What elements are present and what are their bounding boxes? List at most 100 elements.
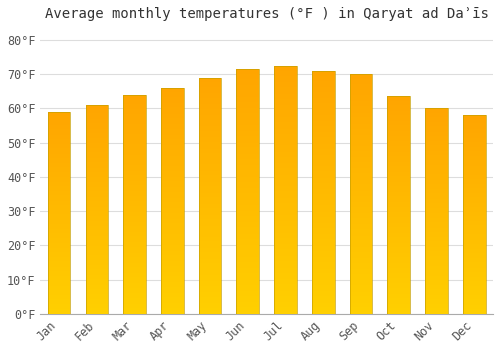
Bar <box>274 187 297 188</box>
Bar <box>425 214 448 215</box>
Bar <box>425 172 448 173</box>
Bar <box>236 301 259 302</box>
Bar <box>161 275 184 276</box>
Bar <box>274 203 297 205</box>
Bar <box>48 144 70 146</box>
Bar <box>236 138 259 139</box>
Bar <box>312 132 334 134</box>
Bar <box>48 280 70 281</box>
Bar <box>274 137 297 139</box>
Bar <box>425 199 448 200</box>
Bar <box>161 181 184 183</box>
Bar <box>350 92 372 93</box>
Bar <box>425 225 448 226</box>
Bar <box>48 199 70 201</box>
Bar <box>274 289 297 291</box>
Bar <box>86 198 108 200</box>
Bar <box>86 271 108 272</box>
Bar <box>199 175 222 177</box>
Bar <box>312 241 334 243</box>
Bar <box>350 256 372 258</box>
Bar <box>350 100 372 101</box>
Bar <box>425 141 448 143</box>
Bar <box>312 97 334 98</box>
Bar <box>312 127 334 129</box>
Bar <box>312 270 334 272</box>
Bar <box>236 69 259 314</box>
Bar <box>86 113 108 115</box>
Bar <box>312 90 334 92</box>
Bar <box>274 306 297 307</box>
Bar <box>274 120 297 122</box>
Bar <box>312 225 334 226</box>
Bar <box>161 276 184 278</box>
Bar <box>124 286 146 288</box>
Bar <box>124 215 146 216</box>
Bar <box>199 130 222 131</box>
Bar <box>425 148 448 149</box>
Bar <box>274 185 297 187</box>
Bar <box>350 219 372 221</box>
Bar <box>463 184 485 186</box>
Bar <box>388 238 410 240</box>
Bar <box>274 167 297 168</box>
Bar <box>312 197 334 199</box>
Bar <box>86 270 108 271</box>
Bar <box>388 302 410 304</box>
Bar <box>86 108 108 109</box>
Bar <box>350 164 372 165</box>
Bar <box>161 189 184 190</box>
Bar <box>161 293 184 294</box>
Bar <box>86 296 108 297</box>
Bar <box>161 136 184 138</box>
Bar <box>463 303 485 304</box>
Bar <box>312 249 334 251</box>
Bar <box>312 222 334 223</box>
Bar <box>312 288 334 289</box>
Bar <box>274 284 297 286</box>
Bar <box>86 182 108 183</box>
Bar <box>274 153 297 155</box>
Bar <box>425 251 448 252</box>
Bar <box>425 295 448 296</box>
Bar <box>350 127 372 128</box>
Bar <box>312 95 334 97</box>
Bar <box>236 92 259 93</box>
Bar <box>350 82 372 84</box>
Bar <box>199 245 222 246</box>
Bar <box>463 150 485 151</box>
Bar <box>124 188 146 190</box>
Bar <box>236 204 259 206</box>
Bar <box>199 287 222 289</box>
Bar <box>463 115 485 314</box>
Bar <box>463 306 485 307</box>
Bar <box>199 194 222 196</box>
Bar <box>463 267 485 269</box>
Bar <box>274 162 297 163</box>
Bar <box>86 299 108 300</box>
Bar <box>236 299 259 301</box>
Bar <box>86 194 108 196</box>
Bar <box>312 165 334 166</box>
Bar <box>161 142 184 144</box>
Bar <box>463 188 485 189</box>
Bar <box>463 142 485 143</box>
Bar <box>274 144 297 145</box>
Bar <box>86 216 108 218</box>
Bar <box>199 191 222 193</box>
Bar <box>350 274 372 275</box>
Bar <box>161 207 184 209</box>
Bar <box>388 111 410 112</box>
Bar <box>199 243 222 245</box>
Bar <box>463 289 485 290</box>
Bar <box>274 91 297 92</box>
Bar <box>236 307 259 309</box>
Bar <box>274 84 297 85</box>
Bar <box>48 291 70 292</box>
Bar <box>86 169 108 170</box>
Bar <box>86 275 108 276</box>
Bar <box>463 234 485 236</box>
Bar <box>312 150 334 152</box>
Bar <box>274 71 297 72</box>
Bar <box>124 190 146 191</box>
